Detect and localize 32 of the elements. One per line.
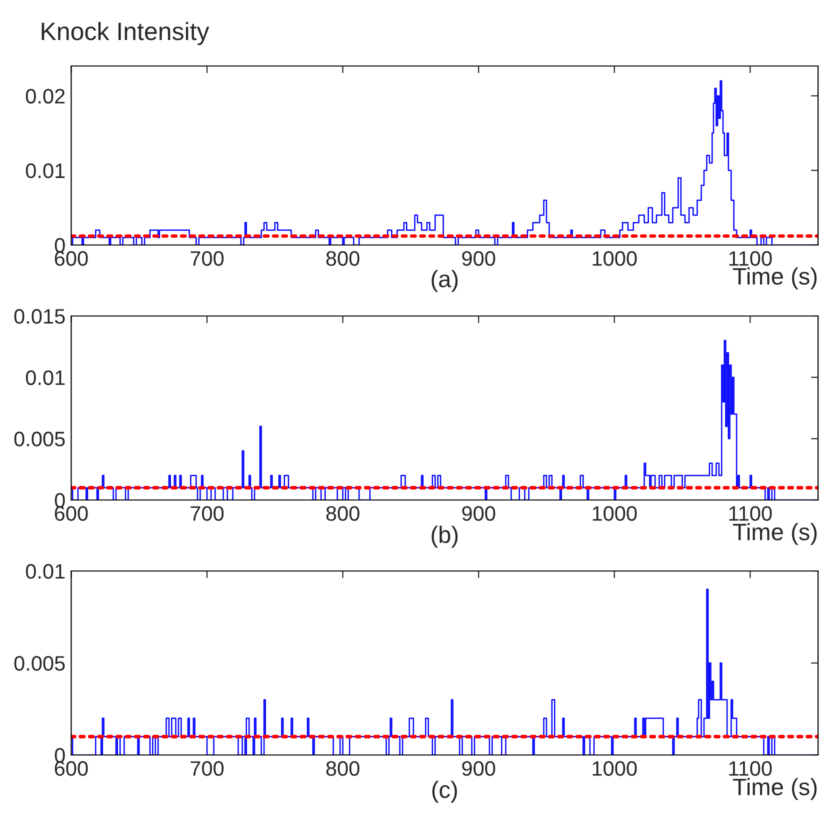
- x-tick-label: 1000: [592, 761, 637, 776]
- y-tick-label: 0.01: [26, 564, 65, 579]
- x-tick-label: 600: [54, 251, 88, 266]
- x-tick-label: 1000: [592, 251, 637, 266]
- x-tick-label: 800: [326, 761, 360, 776]
- x-axis-title: Time (s): [732, 523, 817, 545]
- x-tick-label: 700: [190, 251, 224, 266]
- y-tick-label: 0.005: [14, 656, 65, 671]
- text: (c): [432, 780, 457, 803]
- x-axis-title: Time (s): [732, 267, 817, 290]
- text: (a): [432, 270, 458, 292]
- y-tick-label: 0.01: [26, 163, 65, 178]
- x-tick-label: 1100: [729, 251, 772, 266]
- x-tick-label: 900: [462, 506, 496, 521]
- y-tick-label: 0.005: [14, 432, 65, 446]
- x-tick-label: 900: [462, 761, 496, 776]
- y-tick-label: 0.015: [14, 309, 65, 324]
- x-tick-label: 800: [326, 506, 360, 521]
- x-tick-label: 700: [190, 761, 224, 776]
- y-tick-label: 0.01: [26, 370, 65, 386]
- x-tick-label: 600: [54, 761, 88, 776]
- x-tick-label: 700: [190, 506, 224, 521]
- x-tick-label: 900: [462, 251, 496, 266]
- x-tick-label: 1100: [729, 506, 772, 521]
- x-tick-label: 800: [326, 251, 360, 266]
- chart-title: Knock Intensity: [42, 22, 210, 46]
- y-tick-label: 0.02: [26, 88, 65, 104]
- text: (b): [432, 526, 458, 548]
- x-tick-label: 600: [54, 506, 88, 521]
- x-tick-label: 1100: [729, 761, 772, 776]
- x-tick-label: 1000: [592, 506, 637, 521]
- x-axis-title: Time (s): [732, 778, 817, 800]
